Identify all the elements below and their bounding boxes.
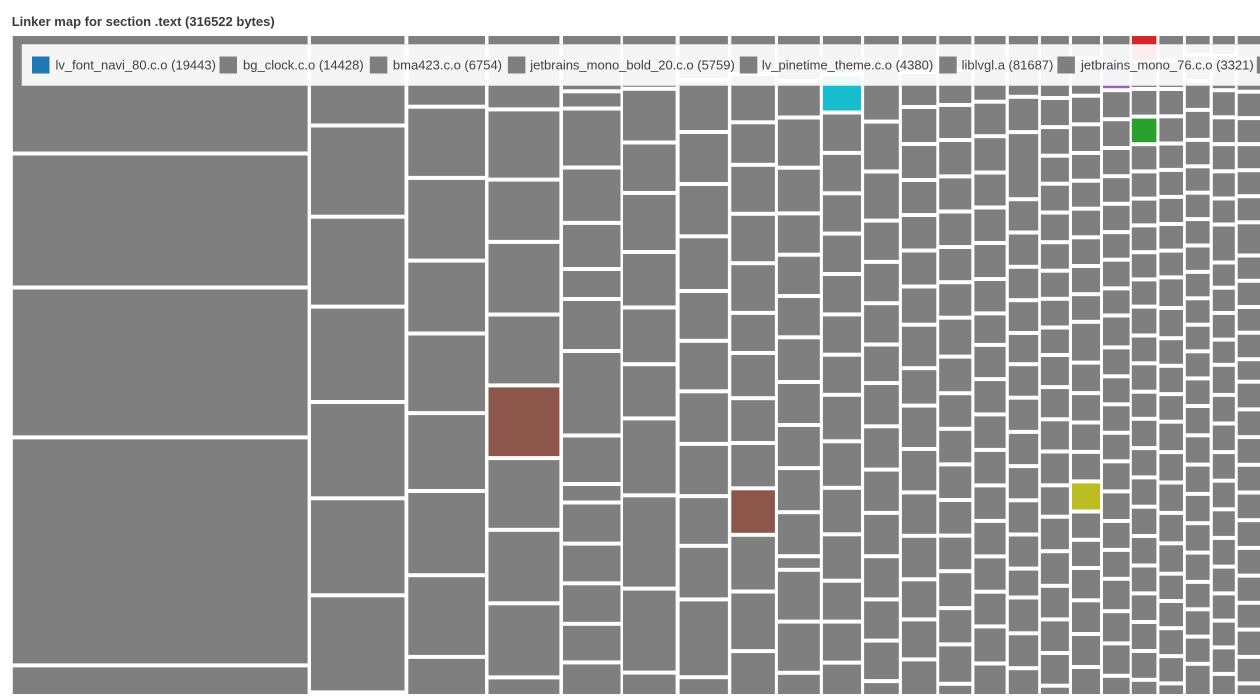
svg-text:lv_pinetime_theme.c.o (4380): lv_pinetime_theme.c.o (4380) [762,57,933,72]
svg-text:lv_font_navi_80.c.o (19443): lv_font_navi_80.c.o (19443) [56,57,216,72]
svg-text:jetbrains_mono_76.c.o (3321): jetbrains_mono_76.c.o (3321) [1080,57,1254,72]
svg-text:bg_clock.c.o (14428): bg_clock.c.o (14428) [243,57,364,72]
svg-text:bma423.c.o (6754): bma423.c.o (6754) [393,57,502,72]
svg-text:liblvgl.a (81687): liblvgl.a (81687) [962,57,1054,72]
svg-text:Linker map for section .text (: Linker map for section .text (316522 byt… [12,14,275,29]
svg-text:jetbrains_mono_bold_20.c.o (57: jetbrains_mono_bold_20.c.o (5759) [529,57,735,72]
